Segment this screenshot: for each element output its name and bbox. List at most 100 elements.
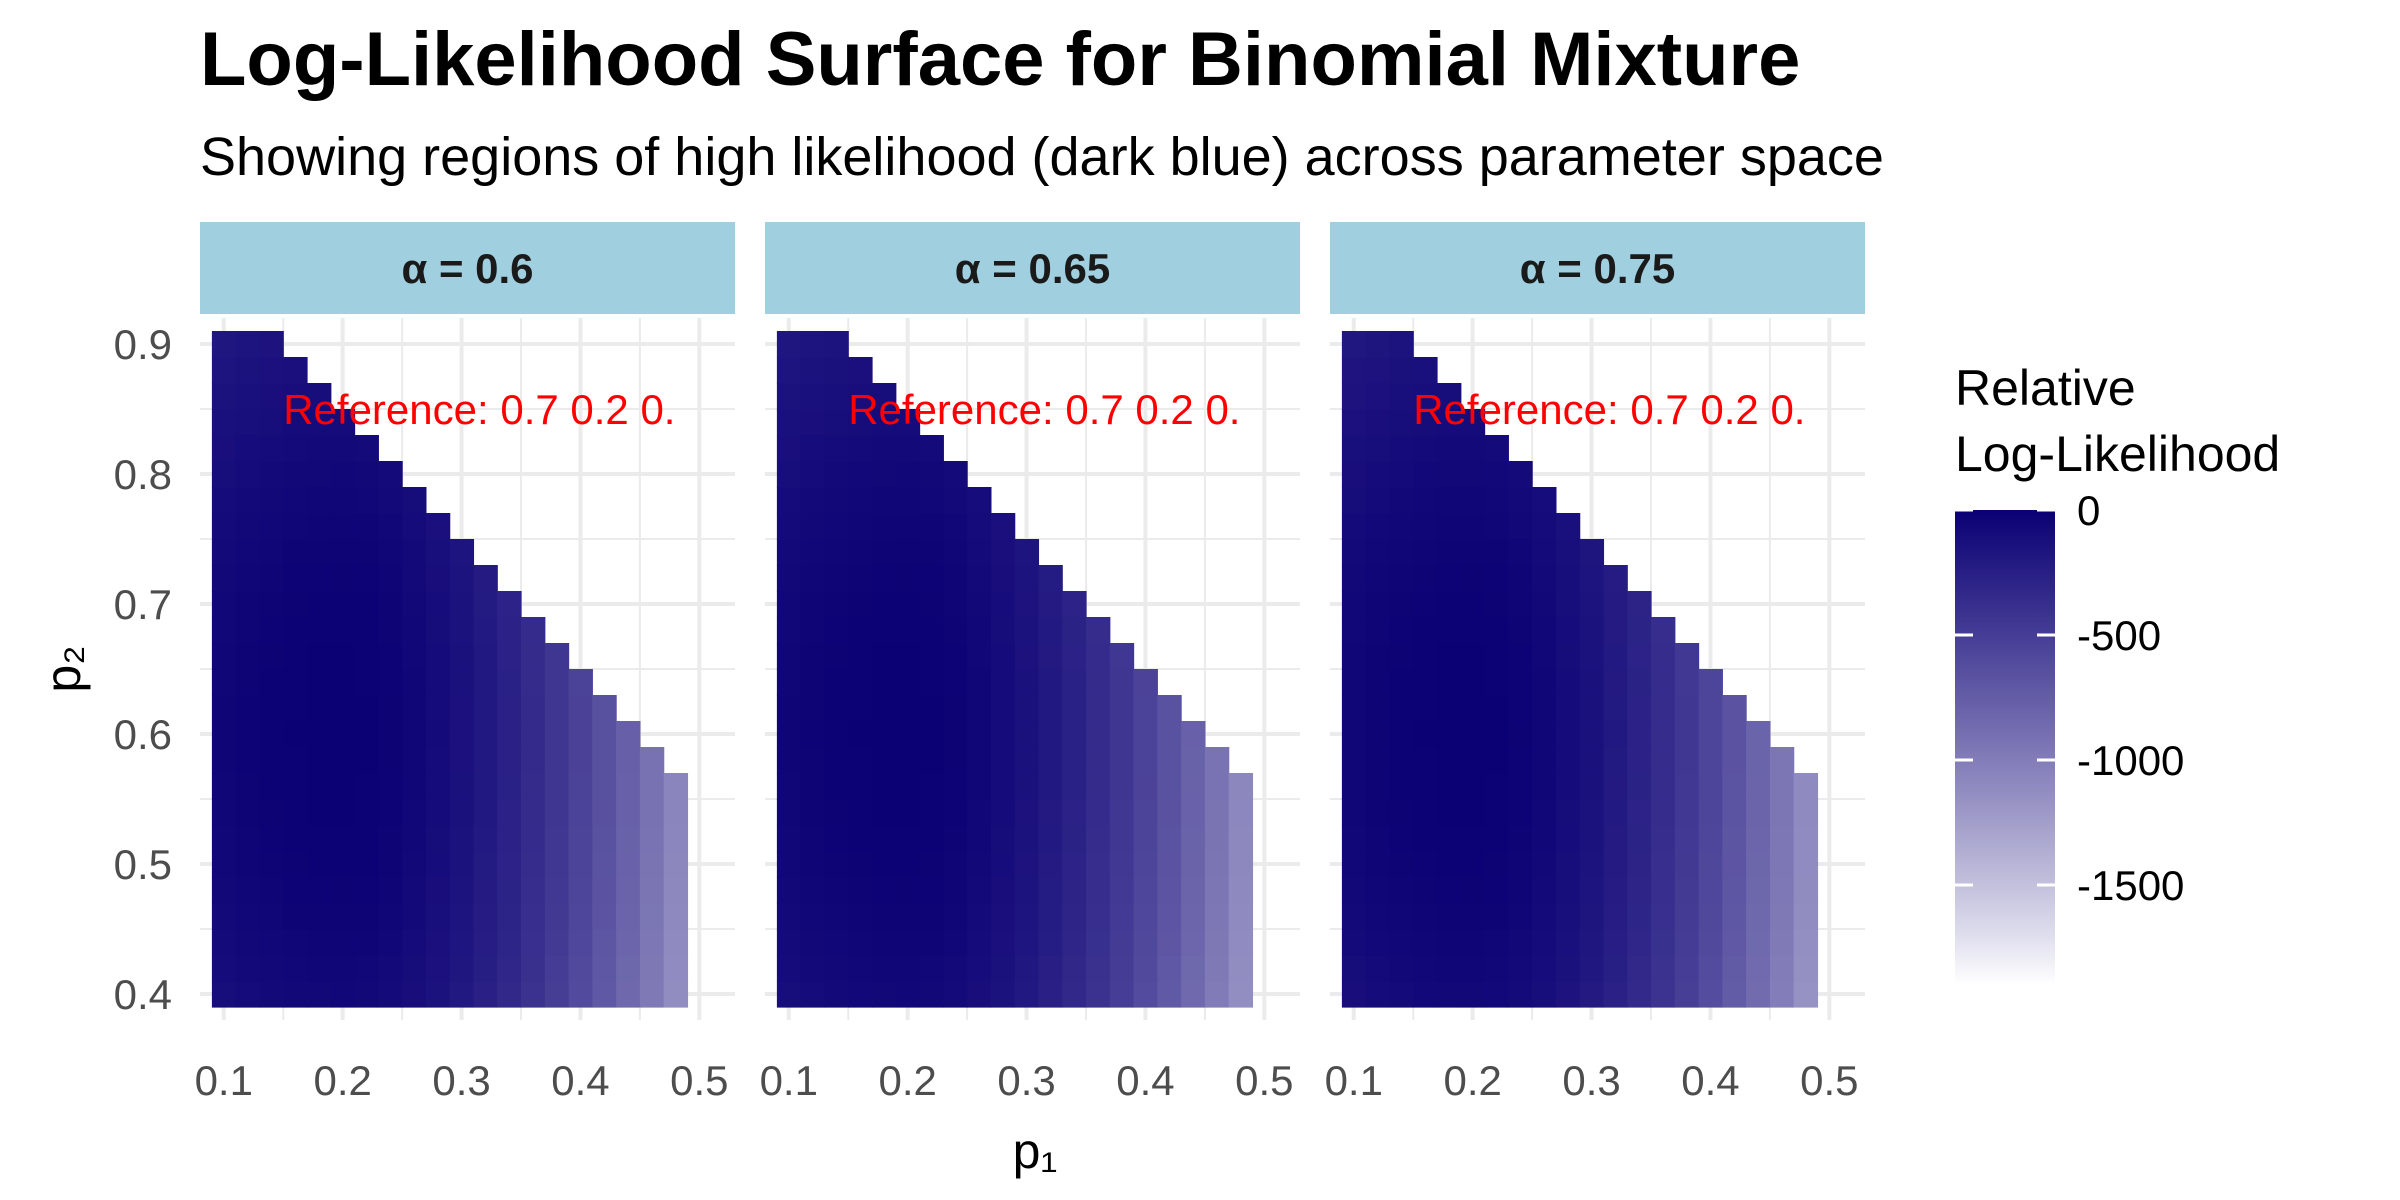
heatmap-cell — [449, 825, 475, 852]
heatmap-cell — [235, 461, 261, 488]
heatmap-cell — [1460, 695, 1486, 722]
heatmap-cell — [1109, 877, 1135, 904]
heatmap-cell — [1014, 617, 1040, 644]
heatmap-cell — [1062, 747, 1087, 774]
heatmap-cell — [776, 825, 802, 852]
heatmap-cell — [1389, 383, 1414, 410]
heatmap-cell — [473, 825, 498, 852]
heatmap-cell — [1014, 747, 1040, 774]
heatmap-cell — [1627, 981, 1652, 1008]
heatmap-cell — [544, 981, 570, 1008]
heatmap-cell — [330, 877, 356, 904]
heatmap-cell — [259, 539, 284, 566]
heatmap-cell — [990, 929, 1016, 956]
heatmap-cell — [1746, 825, 1771, 852]
heatmap-cell — [895, 487, 921, 514]
heatmap-cell — [1651, 747, 1676, 774]
heatmap-cell — [1627, 903, 1652, 930]
heatmap-cell — [1698, 773, 1723, 800]
heatmap-cell — [895, 695, 921, 722]
heatmap-cell — [824, 929, 849, 956]
heatmap-cell — [307, 955, 332, 982]
heatmap-cell — [449, 851, 475, 878]
heatmap-cell — [497, 903, 522, 930]
heatmap-cell — [1204, 981, 1230, 1008]
heatmap-cell — [848, 617, 873, 644]
heatmap-cell — [800, 357, 826, 384]
heatmap-cell — [1062, 825, 1087, 852]
heatmap-cell — [259, 409, 284, 436]
heatmap-cell — [497, 695, 522, 722]
heatmap-cell — [259, 721, 284, 748]
heatmap-cell — [848, 851, 873, 878]
heatmap-cell — [1555, 747, 1581, 774]
heatmap-cell — [307, 539, 332, 566]
heatmap-cell — [990, 799, 1016, 826]
heatmap-cell — [235, 799, 261, 826]
heatmap-cell — [497, 825, 522, 852]
heatmap-cell — [235, 721, 261, 748]
heatmap-cell — [919, 435, 944, 462]
heatmap-cell — [1181, 825, 1206, 852]
heatmap-cell — [544, 669, 570, 696]
heatmap-cell — [990, 747, 1016, 774]
heatmap-cell — [848, 487, 873, 514]
heatmap-cell — [449, 539, 475, 566]
heatmap-cell — [1086, 643, 1111, 670]
heatmap-cell — [1460, 409, 1486, 436]
heatmap-cell — [1674, 955, 1700, 982]
heatmap-cell — [1698, 825, 1723, 852]
heatmap-cell — [1365, 513, 1391, 540]
heatmap-cell — [943, 539, 968, 566]
heatmap-cell — [521, 617, 546, 644]
heatmap-cell — [1365, 435, 1391, 462]
heatmap-cell — [1460, 591, 1486, 618]
heatmap-cell — [1484, 487, 1509, 514]
heatmap-cell — [449, 643, 475, 670]
heatmap-cell — [1603, 903, 1628, 930]
heatmap-cells — [776, 331, 1254, 1008]
heatmap-cell — [824, 617, 849, 644]
heatmap-cell — [402, 773, 427, 800]
heatmap-cell — [800, 565, 826, 592]
heatmap-cell — [1413, 513, 1438, 540]
heatmap-cell — [824, 591, 849, 618]
heatmap-cell — [1627, 669, 1652, 696]
heatmap-cell — [1014, 721, 1040, 748]
heatmap-cell — [1437, 643, 1462, 670]
heatmap-cell — [1157, 721, 1182, 748]
heatmap-cell — [1413, 903, 1438, 930]
x-tick-label: 0.2 — [878, 1057, 936, 1104]
heatmap-cell — [895, 591, 921, 618]
heatmap-cell — [1460, 877, 1486, 904]
x-tick-label: 0.3 — [997, 1057, 1055, 1104]
heatmap-cell — [568, 799, 593, 826]
heatmap-cell — [1413, 773, 1438, 800]
heatmap-cell — [259, 617, 284, 644]
heatmap-cell — [895, 721, 921, 748]
heatmap-cell — [1413, 929, 1438, 956]
heatmap-cell — [1555, 903, 1581, 930]
heatmap-cell — [1365, 929, 1391, 956]
heatmap-cell — [283, 617, 308, 644]
heatmap-cell — [592, 955, 617, 982]
heatmap-cell — [1413, 721, 1438, 748]
x-tick-label: 0.3 — [432, 1057, 490, 1104]
heatmap-cell — [1014, 539, 1040, 566]
heatmap-cell — [1038, 981, 1063, 1008]
heatmap-cell — [943, 981, 968, 1008]
heatmap-cell — [307, 435, 332, 462]
heatmap-cell — [1722, 903, 1747, 930]
chart-title: Log-Likelihood Surface for Binomial Mixt… — [200, 17, 1801, 102]
heatmap-cell — [425, 851, 451, 878]
heatmap-cell — [776, 409, 802, 436]
heatmap-cell — [259, 851, 284, 878]
heatmap-cell — [497, 721, 522, 748]
heatmap-cell — [307, 487, 332, 514]
heatmap-cell — [663, 955, 689, 982]
heatmap-cell — [776, 461, 802, 488]
heatmap-cell — [330, 565, 356, 592]
heatmap-cell — [592, 747, 617, 774]
heatmap-cell — [1579, 981, 1605, 1008]
heatmap-cell — [1038, 799, 1063, 826]
